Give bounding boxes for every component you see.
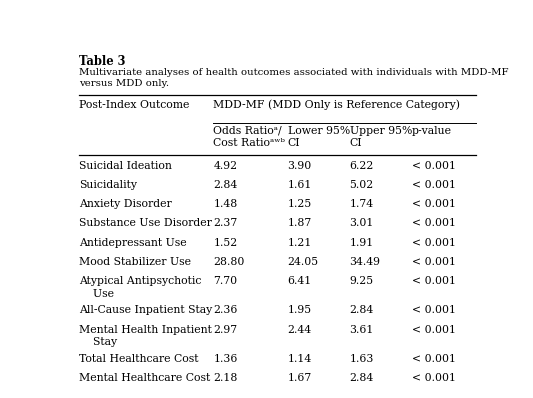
Text: 1.74: 1.74	[350, 199, 374, 209]
Text: 1.91: 1.91	[350, 238, 374, 248]
Text: Odds Ratioᵃ/
Cost Ratioᵃʷᵇ: Odds Ratioᵃ/ Cost Ratioᵃʷᵇ	[213, 126, 285, 148]
Text: < 0.001: < 0.001	[411, 160, 456, 170]
Text: < 0.001: < 0.001	[411, 199, 456, 209]
Text: 1.95: 1.95	[288, 306, 312, 316]
Text: 5.02: 5.02	[350, 180, 374, 190]
Text: Multivariate analyses of health outcomes associated with individuals with MDD-MF: Multivariate analyses of health outcomes…	[79, 68, 508, 88]
Text: MDD-MF (MDD Only is Reference Category): MDD-MF (MDD Only is Reference Category)	[213, 100, 461, 110]
Text: 2.97: 2.97	[213, 325, 237, 335]
Text: 3.61: 3.61	[350, 325, 374, 335]
Text: 2.84: 2.84	[213, 180, 238, 190]
Text: 2.84: 2.84	[350, 373, 374, 383]
Text: Mental Healthcare Cost: Mental Healthcare Cost	[79, 373, 210, 383]
Text: < 0.001: < 0.001	[411, 238, 456, 248]
Text: 34.49: 34.49	[350, 257, 381, 267]
Text: Suicidality: Suicidality	[79, 180, 137, 190]
Text: Upper 95%
CI: Upper 95% CI	[350, 126, 412, 148]
Text: 3.90: 3.90	[288, 160, 312, 170]
Text: < 0.001: < 0.001	[411, 373, 456, 383]
Text: 6.41: 6.41	[288, 276, 312, 287]
Text: < 0.001: < 0.001	[411, 325, 456, 335]
Text: 1.63: 1.63	[350, 354, 374, 364]
Text: Mood Stabilizer Use: Mood Stabilizer Use	[79, 257, 191, 267]
Text: 2.44: 2.44	[288, 325, 312, 335]
Text: 1.36: 1.36	[213, 354, 238, 364]
Text: < 0.001: < 0.001	[411, 354, 456, 364]
Text: Substance Use Disorder: Substance Use Disorder	[79, 219, 212, 228]
Text: 1.25: 1.25	[288, 199, 312, 209]
Text: 2.18: 2.18	[213, 373, 238, 383]
Text: Anxiety Disorder: Anxiety Disorder	[79, 199, 172, 209]
Text: < 0.001: < 0.001	[411, 219, 456, 228]
Text: 1.87: 1.87	[288, 219, 312, 228]
Text: 6.22: 6.22	[350, 160, 374, 170]
Text: Total Healthcare Cost: Total Healthcare Cost	[79, 354, 198, 364]
Text: 4.92: 4.92	[213, 160, 237, 170]
Text: < 0.001: < 0.001	[411, 257, 456, 267]
Text: 2.36: 2.36	[213, 306, 238, 316]
Text: 1.21: 1.21	[288, 238, 312, 248]
Text: 1.67: 1.67	[288, 373, 312, 383]
Text: 24.05: 24.05	[288, 257, 319, 267]
Text: < 0.001: < 0.001	[411, 306, 456, 316]
Text: 2.37: 2.37	[213, 219, 238, 228]
Text: 1.14: 1.14	[288, 354, 312, 364]
Text: 7.70: 7.70	[213, 276, 237, 287]
Text: All-Cause Inpatient Stay: All-Cause Inpatient Stay	[79, 306, 212, 316]
Text: Mental Health Inpatient
    Stay: Mental Health Inpatient Stay	[79, 325, 212, 347]
Text: 1.52: 1.52	[213, 238, 238, 248]
Text: 1.61: 1.61	[288, 180, 312, 190]
Text: Post-Index Outcome: Post-Index Outcome	[79, 100, 189, 110]
Text: 1.48: 1.48	[213, 199, 238, 209]
Text: < 0.001: < 0.001	[411, 276, 456, 287]
Text: Table 3: Table 3	[79, 55, 125, 68]
Text: p-value: p-value	[411, 126, 451, 136]
Text: Suicidal Ideation: Suicidal Ideation	[79, 160, 172, 170]
Text: 28.80: 28.80	[213, 257, 245, 267]
Text: Atypical Antipsychotic
    Use: Atypical Antipsychotic Use	[79, 276, 201, 299]
Text: Antidepressant Use: Antidepressant Use	[79, 238, 187, 248]
Text: < 0.001: < 0.001	[411, 180, 456, 190]
Text: 3.01: 3.01	[350, 219, 374, 228]
Text: Lower 95%
CI: Lower 95% CI	[288, 126, 350, 148]
Text: 9.25: 9.25	[350, 276, 374, 287]
Text: 2.84: 2.84	[350, 306, 374, 316]
